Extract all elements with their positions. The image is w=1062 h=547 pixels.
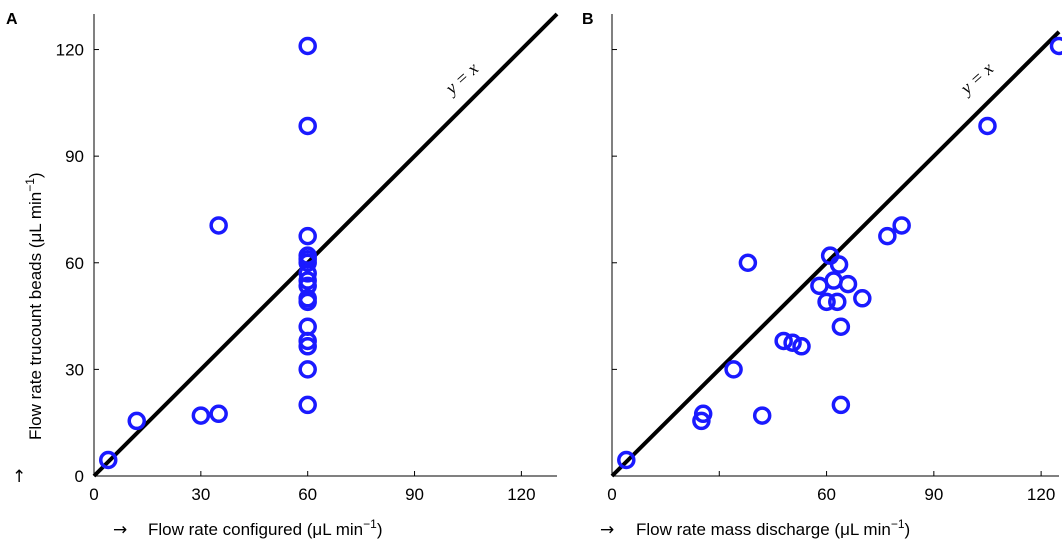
panel-a-data-point <box>209 216 228 235</box>
panel-a-y-tick-label: 30 <box>65 360 84 379</box>
panel-b-x-tick-label: 120 <box>1027 485 1055 504</box>
panel-b-data-point <box>838 274 858 294</box>
panel-b: B 0 60 90 120 Flow rate mass discharge (μL … <box>582 11 1062 540</box>
panel-b-data-point <box>831 317 851 336</box>
panel-a-x-axis-label: Flow rate configured (μL min−1) <box>148 517 383 539</box>
panel-a-data-point <box>298 337 317 356</box>
panel-b-reference-label: y = x <box>955 58 997 99</box>
panel-a-data-point <box>298 360 317 379</box>
panel-a-data-point <box>298 292 317 312</box>
panel-b-data-point <box>853 289 872 308</box>
panel-a-data-point <box>298 226 317 246</box>
panel-a-y-axis-label: Flow rate trucount beads (μL min−1) <box>23 172 45 440</box>
panel-b-data-point <box>774 331 793 351</box>
panel-a-x-tick-label: 30 <box>191 485 210 504</box>
panel-b-x-tick-label: 60 <box>817 485 836 504</box>
panel-a-data-point <box>298 36 317 56</box>
panel-a-data-point <box>298 395 317 415</box>
panel-b-data-point <box>892 216 911 235</box>
panel-b-data-point <box>1049 36 1062 56</box>
panel-b-reference-line <box>610 30 1061 478</box>
panel-a-y-tick-label: 120 <box>56 41 84 60</box>
panel-b-data-point <box>752 406 772 425</box>
panel-b-x-axis-label: Flow rate mass discharge (μL min−1) <box>636 517 910 539</box>
panel-a-data-point <box>298 264 317 283</box>
panel-b-data-point <box>617 450 636 470</box>
panel-b-data-point <box>831 395 851 415</box>
panel-a-data-point <box>127 411 146 431</box>
panel-b-data-point <box>828 292 847 312</box>
panel-a-y-tick-label: 60 <box>65 254 84 273</box>
panel-a-y-axis-arrow: ↑ <box>12 467 26 487</box>
panel-a-x-tick-label: 90 <box>405 485 424 504</box>
panel-b-data-point <box>978 116 997 136</box>
panel-b-x-tick-label: 90 <box>924 485 943 504</box>
panel-b-data-point <box>829 255 849 274</box>
panel-b-data-point <box>878 226 897 246</box>
panel-a-x-tick-label: 120 <box>507 485 535 504</box>
panel-a-data-point <box>209 404 228 424</box>
panel-b-x-axis-arrow: → <box>600 520 614 540</box>
panel-a-x-tick-label: 0 <box>89 485 98 504</box>
panel-a-y-tick-label: 0 <box>75 467 84 486</box>
panel-a-y-tick-label: 90 <box>65 147 84 166</box>
panel-a-data-point <box>191 406 211 425</box>
panel-a-label: A <box>6 11 18 28</box>
panel-b-label: B <box>582 11 594 28</box>
panel-b-plot-area: 0 60 90 120 <box>607 14 1062 504</box>
panel-a: A 0 30 60 90 120 0 30 60 90 120 Flow rate configu… <box>6 11 559 540</box>
panel-a-reference-line <box>92 12 559 478</box>
panel-b-data-point <box>738 253 758 273</box>
panel-b-x-tick-label: 0 <box>607 485 616 504</box>
panel-a-x-tick-label: 60 <box>298 485 317 504</box>
panel-a-plot-area: 0 30 60 90 120 0 30 60 90 120 <box>56 12 559 504</box>
panel-a-x-axis-arrow: → <box>113 520 127 540</box>
panel-a-data-point <box>98 450 118 470</box>
panel-b-data-point <box>693 404 713 424</box>
panel-b-data-point <box>724 360 743 379</box>
panel-a-data-point <box>298 116 317 136</box>
panel-b-data-point <box>783 333 802 352</box>
panel-a-data-point <box>298 253 317 273</box>
panel-b-data-point <box>792 337 811 356</box>
panel-b-data-point <box>817 292 836 312</box>
